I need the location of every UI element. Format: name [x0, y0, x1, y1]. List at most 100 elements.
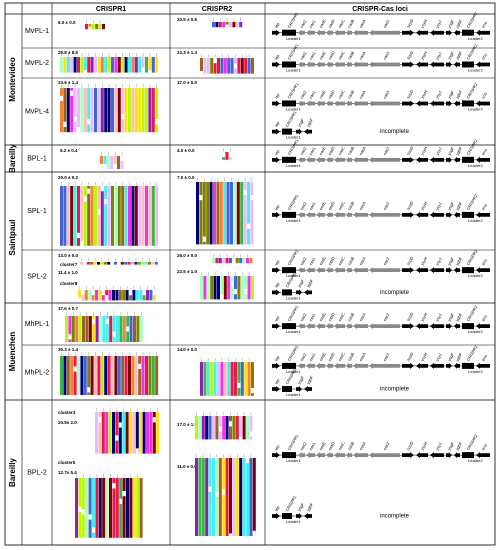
gene-arrow: [306, 362, 315, 369]
spacer-column: [117, 186, 121, 246]
spacer-column: [249, 416, 253, 440]
spacer-column: [90, 186, 94, 246]
spacer-gap: [247, 223, 250, 229]
gene-arrow: [316, 452, 325, 459]
spacer-gap: [88, 514, 92, 520]
gene-label: ygbF: [454, 351, 463, 362]
spacer-column: [220, 362, 224, 396]
spacer-column: [195, 416, 198, 440]
spacer-column: [77, 88, 80, 133]
gene-arrow: [402, 100, 414, 107]
gene-arrow: [298, 362, 305, 369]
spacer-column: [138, 186, 142, 246]
gene-label: casB: [346, 200, 355, 210]
spacer-column: [247, 276, 251, 300]
gene-arrow: [306, 156, 315, 163]
gene-label: cas2: [299, 441, 308, 451]
spacer-column: [121, 186, 125, 246]
spacer-column: [108, 290, 112, 301]
spacer-column: [215, 416, 219, 440]
spacer-gap: [250, 195, 254, 201]
gene-label: casA: [358, 351, 367, 361]
spacer-column: [73, 186, 77, 246]
spacer-column: [230, 362, 234, 396]
spacer-column: [97, 186, 101, 246]
gene-label: ysyJ: [434, 90, 442, 99]
spacer-gap: [97, 209, 101, 215]
spacer-column: [219, 182, 223, 245]
spacer-column: [132, 478, 136, 538]
spacer-gap: [230, 281, 234, 287]
spacer-gap: [222, 152, 225, 158]
spacer-column: [141, 57, 145, 73]
gene-label: ysgF: [446, 18, 455, 28]
gene-arrow: [454, 362, 460, 369]
crispr1-value: cluster5: [58, 460, 76, 465]
crispr-array: [462, 156, 474, 163]
spacer-column: [251, 276, 254, 300]
leader-label: Leader2: [468, 163, 483, 168]
gene-arrow: [346, 61, 352, 68]
gene-arrow: [272, 362, 280, 369]
spacer-column: [98, 412, 102, 454]
spacer-gap: [77, 232, 80, 238]
gene-label: casA: [358, 441, 367, 451]
spacer-column: [223, 276, 227, 300]
gene-label: CRISPR1: [286, 81, 299, 99]
spacer-column: [138, 356, 142, 395]
gene-label: cas1: [308, 256, 317, 266]
spacer-column: [227, 58, 231, 74]
gene-arrow: [369, 452, 400, 459]
gene-label: ygbF: [305, 117, 314, 128]
spacer-column: [83, 88, 87, 133]
spacer-column: [112, 316, 116, 342]
gene-arrow: [346, 29, 352, 36]
leader-label: Leader1: [286, 329, 301, 334]
gene-label: CRISPR1: [286, 42, 299, 60]
leader-label: Leader2: [468, 369, 483, 374]
spacer-column: [208, 458, 212, 536]
spacer-column: [196, 182, 199, 245]
spacer-column: [77, 57, 80, 73]
crispr-array: [282, 100, 296, 107]
incomplete-label: incomplete: [380, 387, 410, 393]
gene-label: cas3: [382, 312, 391, 322]
spacer-column: [101, 412, 105, 454]
crispr-array: [462, 29, 474, 36]
spacer-column: [95, 290, 98, 301]
spacer-column: [129, 478, 133, 538]
spacer-column: [217, 276, 220, 300]
gene-arrow: [369, 61, 400, 68]
crispr-array: [282, 452, 296, 459]
gene-label: casB: [346, 256, 355, 266]
spacer-column: [129, 412, 132, 454]
gene-label: CRISPR2: [465, 193, 478, 211]
gene-arrow: [272, 100, 280, 107]
strain-label: SPL-2: [27, 273, 47, 280]
gene-arrow: [430, 323, 444, 330]
gene-arrow: [476, 100, 490, 107]
gene-label: casB: [346, 18, 355, 28]
gene-label: cas1: [308, 50, 317, 60]
spacer-gap: [234, 63, 237, 69]
crispr2-value: 4.0 ± 0.0: [177, 148, 195, 153]
gene-label: ysyH: [419, 146, 428, 156]
spacer-gap: [122, 491, 126, 497]
spacer-gap: [225, 24, 229, 30]
spacer-column: [132, 290, 136, 301]
spacer-column: [218, 258, 222, 264]
spacer-column: [99, 316, 102, 342]
spacer-column: [97, 262, 100, 265]
spacer-column: [97, 88, 101, 133]
spacer-column: [114, 356, 118, 395]
spacer-column: [102, 316, 106, 342]
spacer-column: [107, 262, 111, 265]
gene-arrow: [326, 267, 333, 274]
spacer-column: [195, 458, 198, 536]
spacer-column: [119, 316, 123, 342]
spacer-column: [145, 186, 148, 246]
gene-arrow: [446, 156, 452, 163]
leader-label: Leader1: [286, 392, 301, 397]
gene-arrow: [298, 323, 305, 330]
spacer-column: [149, 412, 153, 454]
